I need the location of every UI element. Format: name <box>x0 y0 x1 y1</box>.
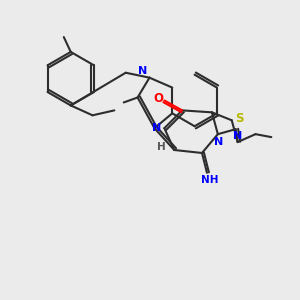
Text: N: N <box>138 66 147 76</box>
Text: S: S <box>236 112 244 125</box>
Text: N: N <box>152 123 161 133</box>
Text: N: N <box>214 137 224 147</box>
Text: H: H <box>157 142 166 152</box>
Text: O: O <box>153 92 164 105</box>
Text: NH: NH <box>201 175 219 185</box>
Text: N: N <box>233 131 242 141</box>
